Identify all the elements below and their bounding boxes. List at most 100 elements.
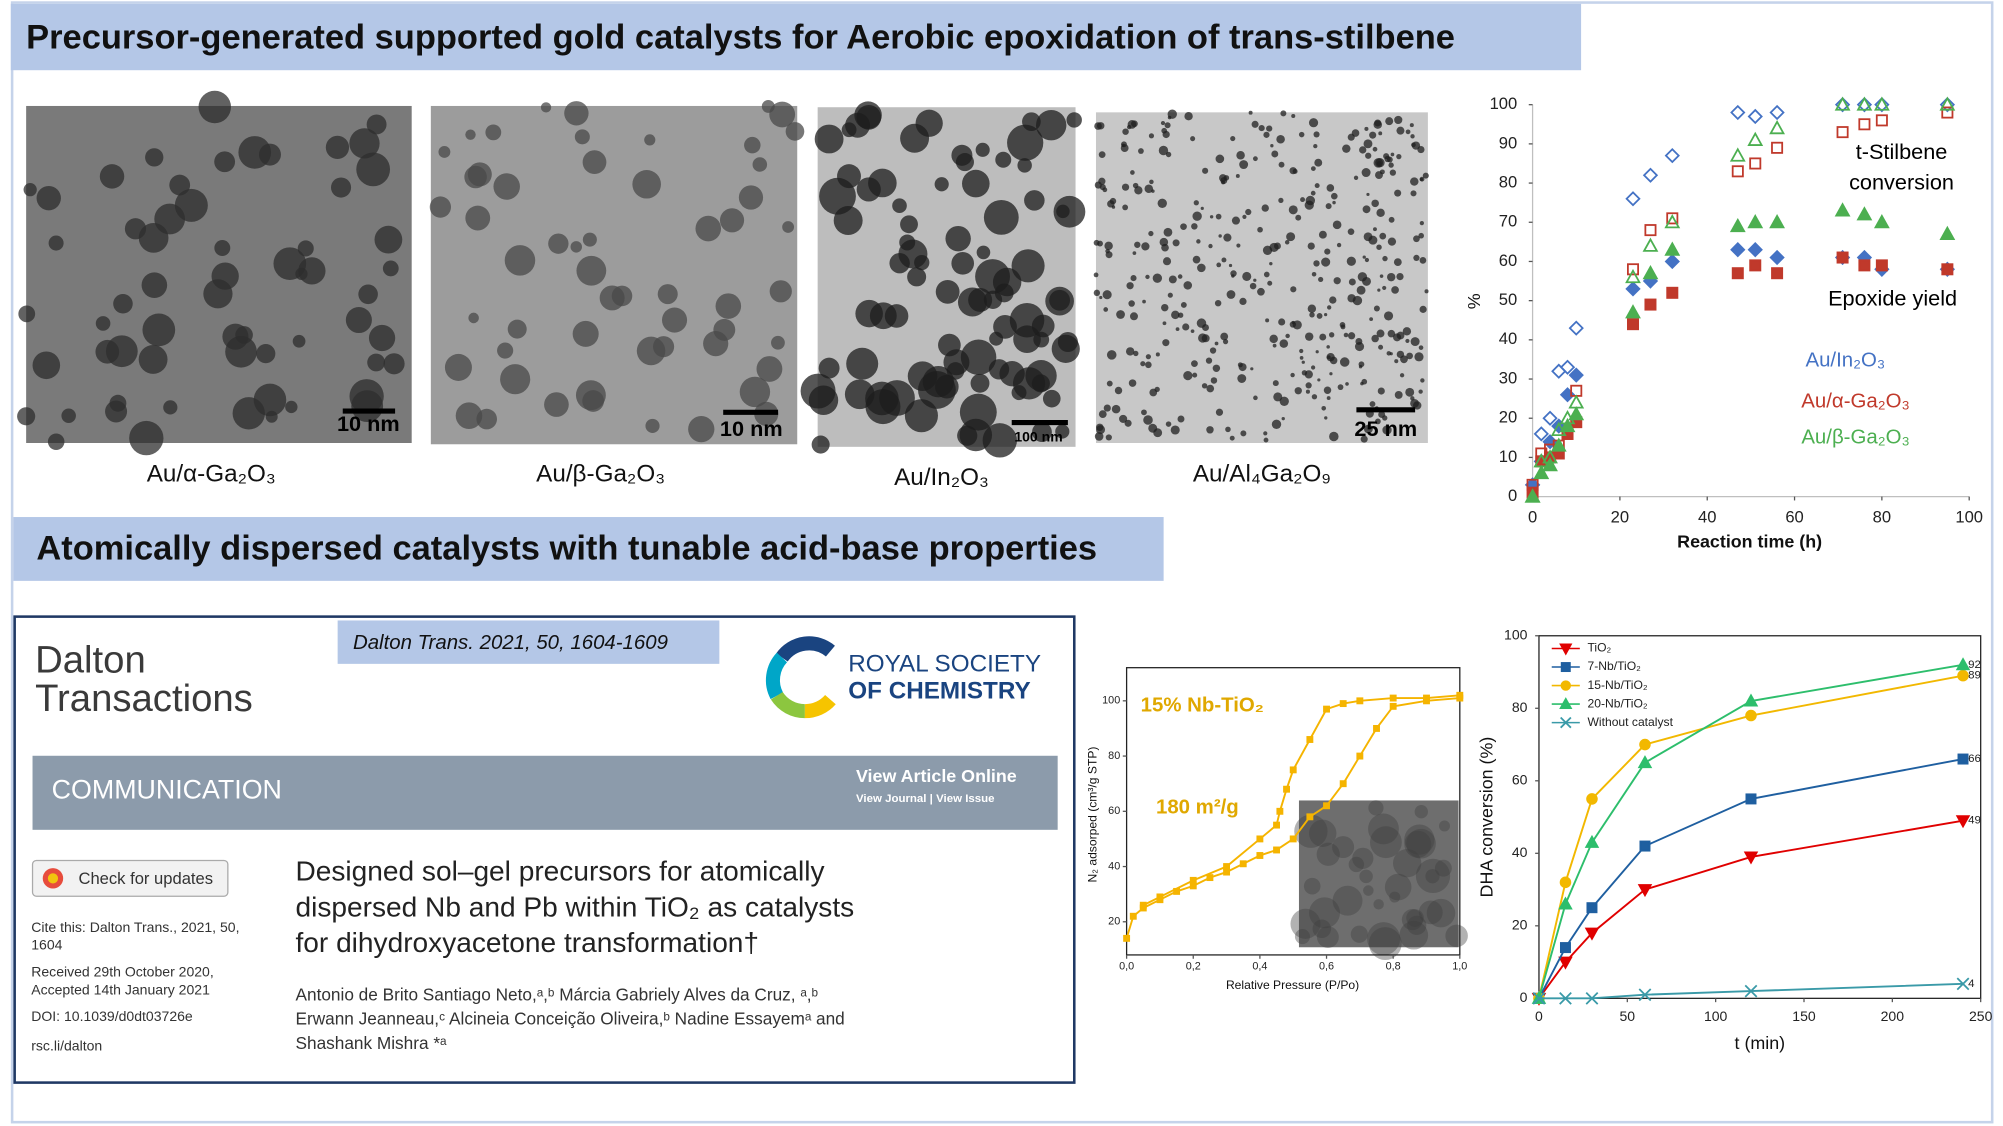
- view-online: View Article Online: [856, 766, 1017, 786]
- particle: [1134, 241, 1141, 248]
- particle: [1396, 126, 1405, 135]
- particle: [1261, 204, 1269, 212]
- marker: [1625, 191, 1641, 207]
- particle: [468, 312, 479, 324]
- particle: [1109, 197, 1117, 205]
- inset-texture: [1363, 885, 1374, 896]
- series-line: [1538, 663, 1964, 999]
- inset-texture: [1350, 925, 1368, 943]
- particle: [1362, 255, 1366, 259]
- particle: [295, 267, 308, 280]
- particle: [1270, 144, 1274, 148]
- particle: [1363, 139, 1373, 149]
- particle: [1288, 205, 1298, 215]
- particle: [1171, 310, 1180, 320]
- marker: [1256, 852, 1264, 859]
- particle: [1374, 119, 1382, 127]
- particle: [1167, 115, 1172, 120]
- particle: [1220, 332, 1229, 341]
- marker: [1749, 259, 1762, 272]
- particle: [1329, 372, 1333, 376]
- particle: [1319, 333, 1327, 341]
- particle: [1258, 125, 1265, 132]
- particle: [1336, 242, 1342, 248]
- particle: [438, 146, 451, 158]
- section-bar: [13, 517, 1164, 581]
- particle: [1307, 242, 1315, 250]
- x-axis-label: t (min): [1735, 1033, 1786, 1053]
- particle: [1315, 350, 1319, 354]
- particle: [1310, 166, 1316, 172]
- marker: [1749, 157, 1762, 170]
- particle: [1022, 112, 1041, 132]
- particle: [367, 353, 386, 372]
- marker: [1743, 851, 1759, 865]
- marker: [1664, 147, 1680, 164]
- particle: [1122, 128, 1129, 135]
- inset-texture: [1373, 899, 1384, 910]
- particle: [1183, 370, 1193, 381]
- particle: [138, 223, 169, 253]
- particle: [1388, 216, 1395, 223]
- particle: [138, 345, 168, 374]
- tem-images: 10 nm 10 nm 100 nm 25 nm: [17, 90, 1429, 458]
- particle: [1309, 312, 1315, 318]
- particle: [1198, 333, 1208, 343]
- particle: [1132, 251, 1137, 255]
- particle: [1163, 227, 1173, 237]
- particle: [935, 279, 960, 304]
- inset-texture: [1418, 900, 1443, 925]
- y-tick-label: 40: [1108, 860, 1120, 872]
- particle: [1360, 435, 1368, 443]
- particle: [1418, 345, 1424, 350]
- particle: [1364, 126, 1369, 131]
- particle: [1424, 289, 1429, 294]
- marker: [1524, 488, 1541, 503]
- particle: [99, 164, 125, 189]
- particle: [1180, 301, 1187, 308]
- particle: [1273, 392, 1283, 402]
- legend-label: 20-Nb/TiO₂: [1587, 696, 1647, 710]
- marker: [1666, 286, 1679, 299]
- particle: [1219, 174, 1227, 182]
- particle: [1328, 332, 1335, 338]
- particle: [1032, 422, 1052, 443]
- particle: [1333, 277, 1341, 285]
- particle: [982, 423, 1017, 458]
- legend-label: 15-Nb/TiO₂: [1587, 678, 1647, 692]
- marker: [1239, 860, 1247, 868]
- particle: [1177, 274, 1183, 279]
- particle: [1314, 183, 1320, 189]
- caption: Au/α-Ga₂O₃: [147, 460, 276, 487]
- meta: DOI: 10.1039/d0dt03726e: [31, 1008, 193, 1024]
- inset-texture: [1445, 924, 1468, 948]
- particle: [1342, 144, 1351, 153]
- article-box: [13, 615, 1076, 1084]
- particle: [1119, 414, 1128, 423]
- inset-texture: [1332, 885, 1363, 916]
- particle: [1141, 409, 1147, 416]
- marker: [1568, 367, 1584, 383]
- particle: [1183, 281, 1193, 290]
- particle: [1313, 131, 1320, 138]
- meta: rsc.li/dalton: [31, 1038, 102, 1054]
- particle: [1388, 162, 1394, 168]
- particle: [652, 336, 675, 358]
- rsc-logo: [765, 636, 836, 719]
- particle: [959, 393, 997, 431]
- particle: [1393, 258, 1402, 267]
- particle: [1096, 425, 1106, 435]
- particle: [1337, 384, 1344, 391]
- scale-label: 10 nm: [720, 416, 783, 441]
- particle: [1190, 136, 1196, 142]
- particle: [1310, 365, 1316, 370]
- particle: [1248, 110, 1253, 115]
- particle: [429, 196, 452, 218]
- marker: [1559, 876, 1572, 889]
- particle: [203, 279, 233, 309]
- marker: [1664, 241, 1681, 256]
- particle: [995, 151, 1012, 168]
- marker: [1558, 896, 1573, 910]
- particle: [782, 221, 795, 233]
- particle: [1347, 332, 1356, 340]
